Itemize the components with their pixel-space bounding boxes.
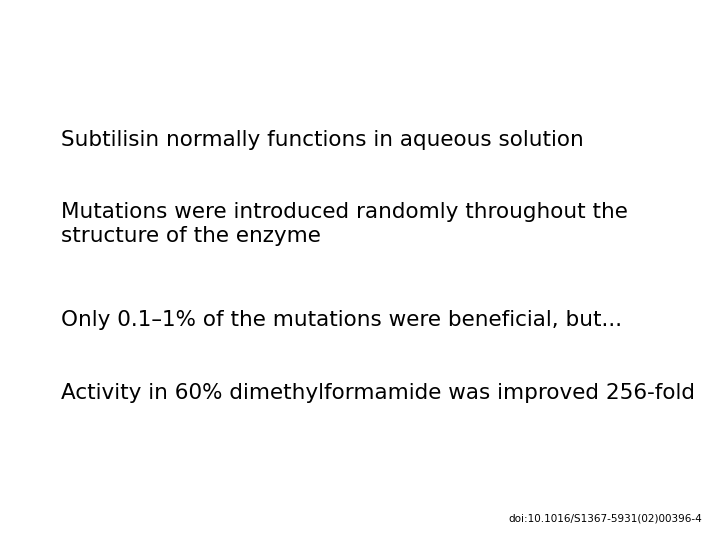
Text: Only 0.1–1% of the mutations were beneficial, but...: Only 0.1–1% of the mutations were benefi… [61, 310, 622, 330]
Text: Activity in 60% dimethylformamide was improved 256-fold: Activity in 60% dimethylformamide was im… [61, 383, 696, 403]
Text: Subtilisin normally functions in aqueous solution: Subtilisin normally functions in aqueous… [61, 130, 584, 150]
Text: Mutations were introduced randomly throughout the
structure of the enzyme: Mutations were introduced randomly throu… [61, 202, 628, 246]
Text: doi:10.1016/S1367-5931(02)00396-4: doi:10.1016/S1367-5931(02)00396-4 [508, 514, 702, 524]
